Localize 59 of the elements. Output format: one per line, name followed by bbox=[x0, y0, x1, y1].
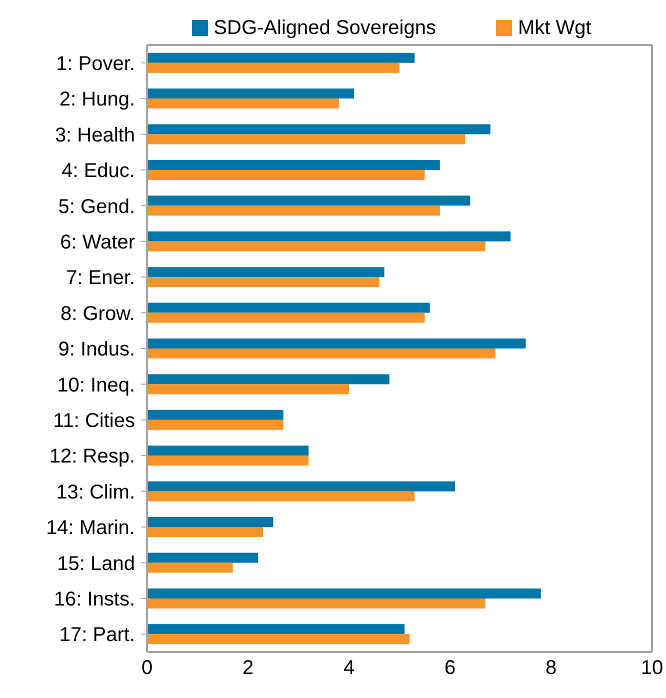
bar bbox=[147, 598, 486, 608]
bar bbox=[147, 231, 511, 242]
bar bbox=[147, 338, 526, 348]
y-tick-label: 1: Pover. bbox=[56, 52, 135, 75]
bar bbox=[147, 160, 440, 170]
y-tick-label: 13: Clim. bbox=[56, 481, 135, 504]
bar bbox=[147, 170, 425, 180]
bar bbox=[147, 196, 470, 206]
bar bbox=[147, 384, 349, 394]
y-tick-label: 5: Gend. bbox=[58, 196, 135, 218]
bar bbox=[147, 124, 490, 134]
bar bbox=[147, 588, 541, 598]
bar bbox=[147, 456, 309, 466]
y-tick-label: 14: Marin. bbox=[46, 517, 135, 540]
x-tick-label: 10 bbox=[640, 657, 664, 680]
y-tick-label: 12: Resp. bbox=[49, 446, 135, 468]
bar bbox=[147, 491, 415, 502]
x-tick-label: 2 bbox=[242, 657, 254, 680]
bar bbox=[147, 552, 258, 563]
y-tick-label: 2: Hung. bbox=[59, 88, 135, 111]
bar bbox=[147, 206, 440, 216]
bar bbox=[147, 312, 425, 323]
x-tick-label: 8 bbox=[545, 657, 557, 680]
bar bbox=[147, 517, 274, 528]
bar bbox=[147, 446, 309, 456]
bar bbox=[147, 277, 380, 288]
bar bbox=[147, 267, 384, 278]
x-tick-label: 4 bbox=[343, 657, 355, 680]
y-tick-label: 4: Educ. bbox=[62, 160, 135, 182]
y-tick-label: 16: Insts. bbox=[54, 588, 135, 611]
x-tick-label: 0 bbox=[141, 657, 153, 680]
y-tick-label: 8: Grow. bbox=[60, 302, 135, 325]
y-tick-label: 3: Health bbox=[54, 124, 135, 146]
y-tick-label: 15: Land bbox=[57, 552, 135, 575]
bar bbox=[147, 624, 405, 634]
y-tick-label: 9: Indus. bbox=[58, 338, 135, 361]
y-tick-label: 11: Cities bbox=[53, 410, 135, 432]
legend-label: Mkt Wgt bbox=[518, 16, 592, 40]
bar bbox=[147, 420, 284, 430]
legend-label: SDG-Aligned Sovereigns bbox=[214, 16, 436, 40]
bar bbox=[147, 88, 354, 99]
y-tick-label: 7: Ener. bbox=[66, 267, 135, 290]
bar bbox=[147, 348, 496, 358]
x-tick-label: 6 bbox=[444, 657, 456, 680]
bar bbox=[147, 134, 466, 144]
y-tick-label: 17: Part. bbox=[59, 624, 135, 646]
y-tick-label: 10: Ineq. bbox=[57, 374, 135, 396]
bar bbox=[147, 562, 233, 573]
bar bbox=[147, 62, 400, 73]
bar bbox=[147, 98, 339, 109]
bar bbox=[147, 634, 410, 644]
bar bbox=[147, 527, 264, 538]
bar bbox=[147, 410, 284, 420]
bar bbox=[147, 481, 456, 492]
bar bbox=[147, 374, 390, 384]
bar bbox=[147, 302, 430, 313]
y-tick-label: 6: Water bbox=[60, 231, 136, 254]
bar bbox=[147, 52, 415, 63]
bar bbox=[147, 241, 486, 252]
